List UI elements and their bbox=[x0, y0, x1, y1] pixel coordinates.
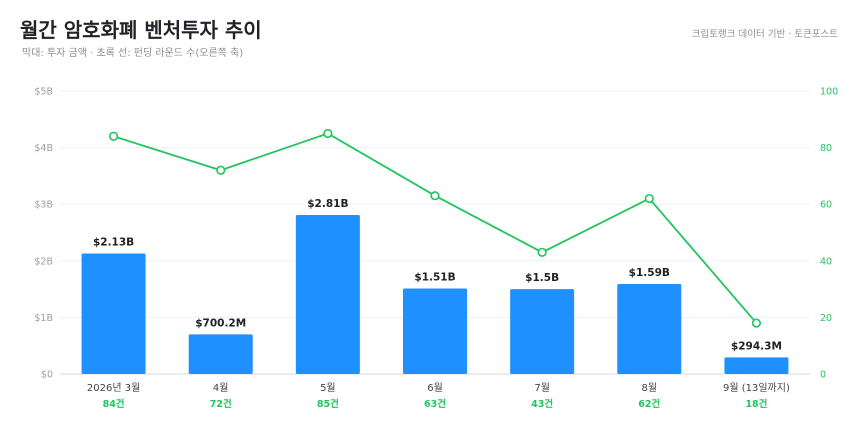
y-left-tick-label: $4B bbox=[34, 143, 53, 154]
bar-value-label: $1.51B bbox=[414, 272, 455, 284]
y-left-tick-label: $3B bbox=[34, 200, 53, 211]
rounds-point bbox=[108, 131, 119, 141]
y-right-tick-label: 20 bbox=[820, 313, 832, 324]
y-right-tick-label: 0 bbox=[820, 370, 826, 381]
rounds-count-label: 84건 bbox=[103, 398, 125, 410]
chart-subtitle: 막대: 투자 금액 · 초록 선: 펀딩 라운드 수(오른쪽 축) bbox=[22, 48, 244, 59]
x-tick-label: 2026년 3월 bbox=[87, 382, 140, 394]
bar-value-label: $1.5B bbox=[525, 272, 559, 284]
y-right-tick-label: 40 bbox=[820, 256, 832, 267]
x-tick-label: 8월 bbox=[642, 382, 658, 394]
rounds-count-label: 18건 bbox=[745, 398, 767, 410]
bar bbox=[724, 357, 789, 374]
y-left-tick-label: $5B bbox=[34, 87, 53, 98]
bar bbox=[510, 289, 575, 374]
rounds-point bbox=[644, 193, 654, 204]
bar-value-label: $2.81B bbox=[307, 198, 348, 210]
x-tick-label: 9월 (13일까지) bbox=[723, 382, 790, 394]
bar-value-label: $700.2M bbox=[195, 317, 246, 329]
chart-source: 크립토랭크 데이터 기반 · 토큰포스트 bbox=[691, 29, 838, 40]
y-right-tick-label: 80 bbox=[820, 143, 832, 154]
y-left-tick-label: $1B bbox=[34, 313, 53, 324]
x-tick-label: 5월 bbox=[320, 382, 336, 394]
bar bbox=[81, 253, 146, 374]
rounds-point bbox=[430, 191, 440, 201]
x-tick-label: 6월 bbox=[427, 382, 443, 394]
rounds-point bbox=[323, 128, 333, 139]
bar-value-label: $1.59B bbox=[629, 267, 670, 279]
rounds-count-label: 63건 bbox=[424, 398, 446, 410]
rounds-count-label: 72건 bbox=[210, 398, 232, 410]
rounds-count-label: 62건 bbox=[638, 398, 660, 410]
bar-value-label: $2.13B bbox=[93, 236, 134, 248]
rounds-count-label: 85건 bbox=[317, 398, 339, 410]
rounds-point bbox=[751, 318, 762, 328]
chart-title: 월간 암호화폐 벤처투자 추이 bbox=[20, 18, 262, 42]
y-right-tick-label: 60 bbox=[820, 200, 832, 211]
y-left-tick-label: $0 bbox=[41, 370, 53, 381]
rounds-point bbox=[537, 247, 547, 257]
bar bbox=[188, 334, 253, 374]
bar bbox=[295, 214, 360, 374]
x-tick-label: 7월 bbox=[534, 382, 550, 394]
y-right-tick-label: 100 bbox=[820, 87, 838, 98]
bar-value-label: $294.3M bbox=[731, 340, 782, 352]
rounds-count-label: 43건 bbox=[531, 398, 553, 410]
rounds-point bbox=[216, 165, 226, 175]
y-left-tick-label: $2B bbox=[34, 256, 53, 267]
x-tick-label: 4월 bbox=[213, 382, 229, 394]
bar bbox=[617, 284, 682, 374]
bar bbox=[403, 288, 467, 374]
